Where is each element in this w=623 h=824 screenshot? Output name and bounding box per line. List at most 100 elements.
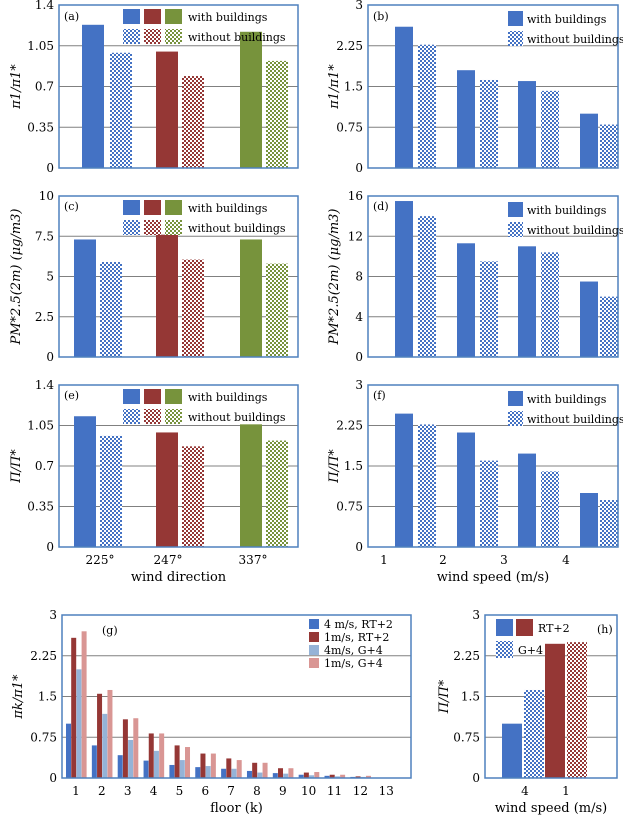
y-tick-label: 1.5 xyxy=(344,80,363,94)
y-tick-label: 3 xyxy=(355,0,363,12)
bar-a-s0-c0 xyxy=(82,24,104,168)
legend-swatch xyxy=(165,29,182,44)
y-tick-label: 2.25 xyxy=(336,419,363,433)
y-tick-label: 2.25 xyxy=(336,39,363,53)
bar-b-s1-c1 xyxy=(480,79,498,168)
y-tick-label: 8 xyxy=(355,270,363,284)
chart-h: 0 0.75 1.5 2.25 3 (h) Π/Π* 4 1 wind speed (m/s) RT… xyxy=(437,608,618,816)
bar-c-s0-c1 xyxy=(156,234,178,357)
y-tick-label: 1.5 xyxy=(38,690,57,704)
y-tick-label: 1.05 xyxy=(27,419,54,433)
legend-swatch xyxy=(496,641,513,658)
legend-d: with buildings without buildings xyxy=(508,202,623,237)
x-tick-label: 11 xyxy=(327,784,342,798)
bar-d-s0-c0 xyxy=(395,201,413,357)
legend-swatch xyxy=(165,200,182,215)
legend-label: G+4 xyxy=(518,644,543,657)
y-tick-label: 0.75 xyxy=(336,500,363,514)
bar-g-s1-c1 xyxy=(97,693,103,778)
bar-b-s1-c0 xyxy=(418,44,436,169)
x-tick-label: 9 xyxy=(279,784,287,798)
bar-g-s0-c2 xyxy=(117,755,123,778)
bar-e-s1-c0 xyxy=(100,435,122,547)
bar-g-s3-c9 xyxy=(314,772,320,778)
x-axis-label: floor (k) xyxy=(210,801,263,816)
legend-swatch xyxy=(144,200,161,215)
bar-f-s1-c1 xyxy=(480,460,498,547)
bar-f-s0-c3 xyxy=(580,493,598,547)
plot-frame xyxy=(367,195,619,358)
y-axis-label: Π/Π* xyxy=(437,679,452,714)
y-tick-label: 1.5 xyxy=(461,690,480,704)
x-tick-label: 13 xyxy=(379,784,394,798)
bar-a-s0-c1 xyxy=(156,51,178,169)
panel-tag: (b) xyxy=(373,10,389,23)
x-axis-label: wind speed (m/s) xyxy=(437,570,549,585)
legend-label: with buildings xyxy=(188,202,268,215)
legend-g: 4 m/s, RT+21m/s, RT+24m/s, G+41m/s, G+4 xyxy=(309,618,393,670)
y-tick-label: 1.5 xyxy=(344,459,363,473)
bar-d-s0-c3 xyxy=(580,281,598,357)
bar-b-s0-c1 xyxy=(457,70,475,168)
panel-tag: (a) xyxy=(64,10,79,23)
y-axis-label: π1/π1* xyxy=(327,64,342,110)
bar-g-s2-c4 xyxy=(179,760,185,778)
legend-swatch xyxy=(508,31,523,46)
bar-g-s1-c11 xyxy=(355,776,361,778)
y-tick-label: 0.35 xyxy=(27,120,54,134)
legend-swatch xyxy=(144,409,161,424)
legend-label: 1m/s, RT+2 xyxy=(324,631,389,644)
bar-b-s1-c2 xyxy=(541,90,559,168)
bar-a-s1-c1 xyxy=(182,76,204,168)
x-tick-label: 5 xyxy=(176,784,184,798)
y-tick-label: 3 xyxy=(49,608,57,622)
bar-e-s0-c0 xyxy=(74,416,96,547)
legend-swatch xyxy=(309,632,319,642)
bar-h-s1-c0 xyxy=(524,689,544,778)
y-axis-label: Π/Π* xyxy=(327,449,342,484)
panel-tag: (c) xyxy=(64,200,79,213)
legend-swatch xyxy=(165,9,182,24)
bar-c-s0-c2 xyxy=(240,239,262,357)
bar-g-s3-c10 xyxy=(340,774,346,778)
x-tick-label: 247° xyxy=(154,553,183,567)
bar-g-s2-c5 xyxy=(205,766,211,778)
bar-g-s1-c4 xyxy=(174,745,180,778)
x-tick-label: 225° xyxy=(86,553,115,567)
bar-g-s1-c8 xyxy=(278,768,284,778)
bar-e-s0-c2 xyxy=(240,424,262,547)
bar-g-s2-c0 xyxy=(76,669,82,778)
legend-e: with buildings without buildings xyxy=(123,389,286,424)
y-tick-label: 1.4 xyxy=(35,378,54,392)
x-tick-label: 2 xyxy=(98,784,106,798)
bar-g-s3-c6 xyxy=(236,760,242,778)
x-tick-label: 337° xyxy=(239,553,268,567)
x-tick-label: 4 xyxy=(521,784,529,798)
bar-g-s2-c2 xyxy=(128,739,134,778)
bar-g-s3-c3 xyxy=(159,733,165,778)
x-tick-label: 3 xyxy=(500,553,508,567)
bar-f-s0-c0 xyxy=(395,413,413,547)
y-axis-label: π1/π1* xyxy=(9,64,24,110)
bar-g-s2-c3 xyxy=(153,750,159,778)
bar-c-s1-c0 xyxy=(100,262,122,357)
legend-swatch xyxy=(144,220,161,235)
bar-c-s1-c2 xyxy=(266,263,288,357)
legend-swatch xyxy=(123,200,140,215)
x-tick-label: 1 xyxy=(72,784,80,798)
y-tick-label: 4 xyxy=(355,310,363,324)
bar-a-s0-c2 xyxy=(240,31,262,169)
bar-g-s3-c5 xyxy=(210,753,216,778)
plot-frame xyxy=(58,384,299,548)
bar-d-s1-c0 xyxy=(418,216,436,357)
y-tick-label: 0 xyxy=(46,540,54,554)
legend-swatch xyxy=(165,389,182,404)
bar-g-s2-c8 xyxy=(283,773,289,778)
legend-label: without buildings xyxy=(188,31,286,44)
legend-swatch xyxy=(496,619,513,636)
chart-d: 0 4 8 12 16 (d) PM*2.5(2m) (μg/m3) with buildin… xyxy=(327,189,623,364)
legend-label: with buildings xyxy=(188,391,268,404)
bar-d-s1-c2 xyxy=(541,252,559,357)
panel-tag: (h) xyxy=(597,623,613,636)
bar-g-s2-c7 xyxy=(257,772,263,778)
